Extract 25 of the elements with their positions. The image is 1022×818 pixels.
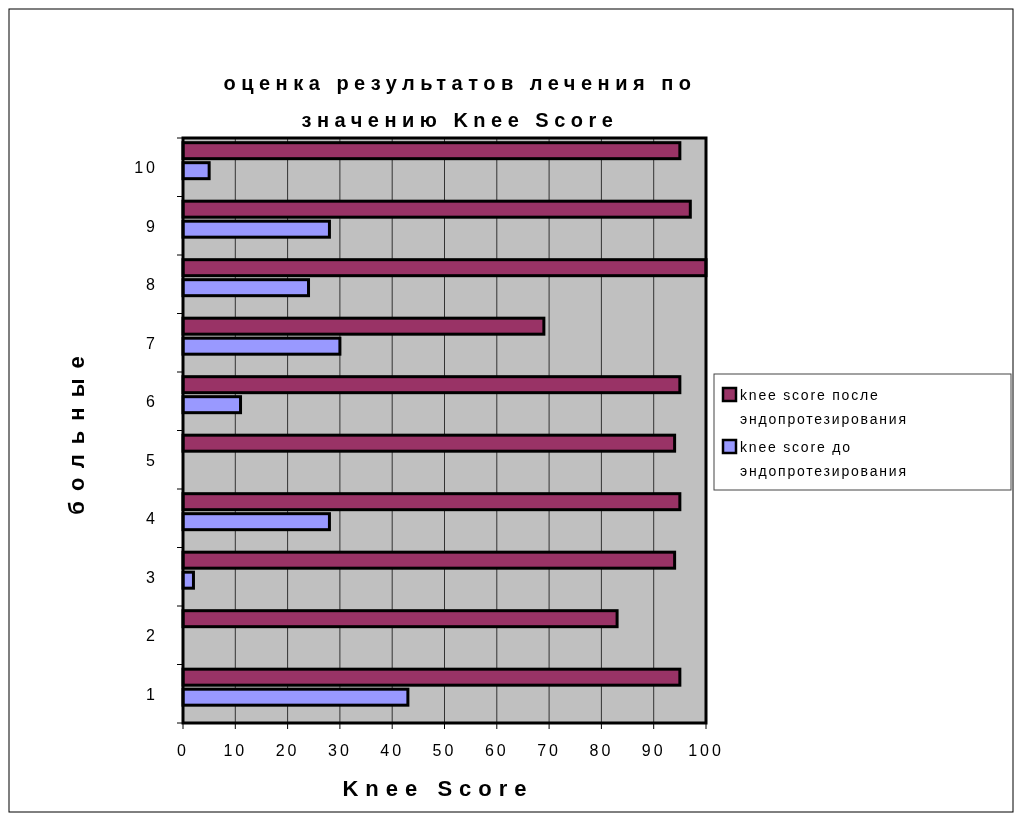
- y-tick-label: 10: [134, 159, 158, 177]
- y-tick-label: 7: [146, 334, 158, 352]
- x-tick-label: 80: [589, 742, 614, 759]
- x-tick-label: 20: [275, 742, 300, 759]
- y-axis-title: больные: [64, 346, 89, 515]
- x-tick-label: 30: [328, 742, 352, 759]
- x-axis-title: Knee Score: [342, 776, 534, 801]
- y-tick-label: 9: [146, 217, 158, 235]
- x-tick-label: 0: [177, 742, 189, 759]
- legend-label: knee score до эндопротезирования: [740, 439, 908, 479]
- y-tick-label: 4: [146, 510, 158, 528]
- y-tick-label: 8: [146, 276, 158, 294]
- y-tick-label: 1: [146, 685, 158, 703]
- chart-title: оценка результатов лечения по значению Knee Score: [223, 72, 697, 131]
- x-tick-label: 50: [432, 742, 457, 759]
- y-tick-label: 3: [146, 568, 158, 586]
- y-tick-label: 5: [146, 451, 158, 469]
- x-tick-label: 100: [688, 742, 724, 759]
- x-tick-label: 60: [484, 742, 509, 759]
- y-tick-label: 6: [146, 393, 158, 411]
- x-tick-label: 70: [537, 742, 561, 759]
- x-tick-label: 40: [380, 742, 405, 759]
- x-tick-label: 90: [641, 742, 666, 759]
- x-tick-label: 10: [223, 742, 248, 759]
- y-tick-label: 2: [146, 627, 158, 645]
